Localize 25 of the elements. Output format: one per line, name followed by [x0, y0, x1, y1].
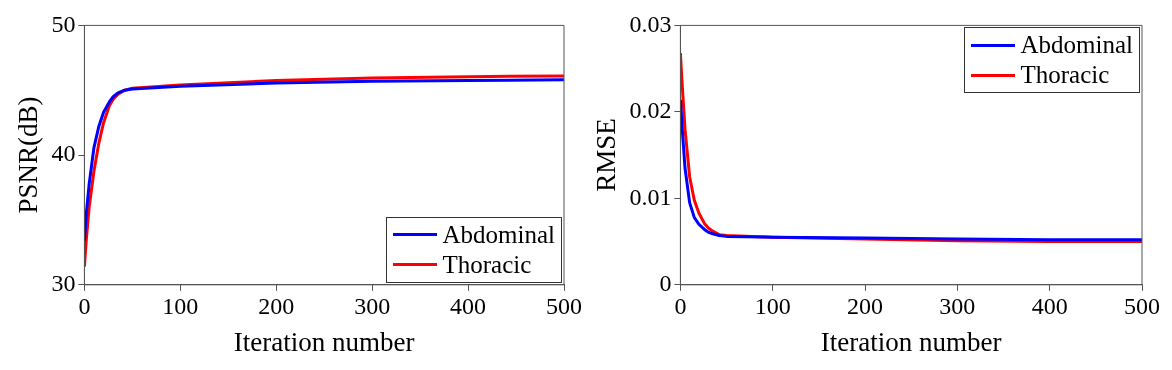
- legend-label: Thoracic: [1020, 60, 1110, 91]
- x-tick-label: 500: [546, 293, 582, 320]
- x-tick-label: 200: [847, 293, 884, 320]
- legend-label: Abdominal: [442, 219, 555, 250]
- y-tick-label: 0.03: [629, 10, 672, 37]
- x-tick-label: 400: [450, 293, 487, 320]
- y-tick-label: 0.01: [629, 183, 672, 210]
- x-tick-label: 500: [1124, 293, 1160, 320]
- x-axis-title: Iteration number: [820, 326, 1002, 357]
- x-tick-label: 300: [939, 293, 976, 320]
- x-tick-label: 400: [1031, 293, 1068, 320]
- x-tick-label: 100: [162, 293, 199, 320]
- x-tick-label: 200: [258, 293, 295, 320]
- x-tick-label: 300: [354, 293, 391, 320]
- y-tick-label: 30: [51, 270, 76, 297]
- y-tick-label: 0.02: [629, 97, 672, 124]
- y-axis-title: PSNR(dB): [13, 96, 44, 214]
- legend-label: Thoracic: [442, 249, 532, 280]
- y-tick-label: 40: [51, 140, 76, 167]
- y-tick-label: 50: [51, 10, 76, 37]
- y-axis-title: RMSE: [591, 118, 622, 192]
- legend-label: Abdominal: [1020, 30, 1133, 61]
- y-tick-label: 0: [659, 270, 672, 297]
- x-axis-title: Iteration number: [233, 326, 415, 357]
- x-tick-label: 100: [754, 293, 791, 320]
